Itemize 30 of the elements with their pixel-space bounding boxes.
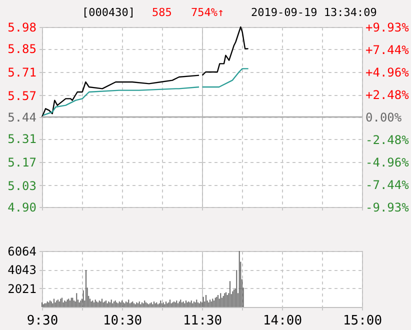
y-tick-label: 4.90 bbox=[8, 200, 36, 214]
text: -2.48% bbox=[366, 132, 409, 147]
x-tick-label: 15:00 bbox=[342, 314, 382, 328]
text: +7.44% bbox=[366, 43, 409, 58]
text: 754%↑ bbox=[191, 6, 224, 19]
y-tick-label: 4043 bbox=[8, 263, 36, 278]
text: -7.44% bbox=[366, 178, 409, 192]
y-tick-label: 5.85 bbox=[8, 42, 36, 56]
y-tick-label: 5.44 bbox=[8, 110, 36, 124]
x-tick-label: 14:00 bbox=[262, 314, 302, 328]
text: 0.00% bbox=[366, 110, 402, 124]
x-tick-label: 10:30 bbox=[102, 314, 142, 328]
x-tick-label: 11:30 bbox=[182, 314, 222, 328]
text: -9.93% bbox=[366, 200, 409, 214]
text: 2019-09-19 13:34:09 bbox=[251, 6, 377, 19]
y-tick-label: 5.57 bbox=[8, 88, 36, 103]
y-tick-label: 5.71 bbox=[8, 66, 36, 80]
text: +2.48% bbox=[366, 88, 409, 102]
y-tick-label: 5.98 bbox=[8, 20, 36, 34]
y-tick-label: 6064 bbox=[8, 244, 36, 258]
chart-title: [000430] bbox=[82, 6, 135, 19]
text: +4.96% bbox=[366, 66, 409, 80]
text: 585 bbox=[152, 6, 172, 19]
text: +9.93% bbox=[366, 20, 409, 34]
x-tick-label: 9:30 bbox=[26, 314, 58, 328]
y-tick-label: 5.03 bbox=[8, 178, 36, 193]
text: -4.96% bbox=[366, 155, 409, 170]
y-tick-label: 2021 bbox=[8, 282, 36, 296]
y-tick-label: 5.31 bbox=[8, 132, 36, 146]
y-tick-label: 5.17 bbox=[8, 156, 36, 170]
